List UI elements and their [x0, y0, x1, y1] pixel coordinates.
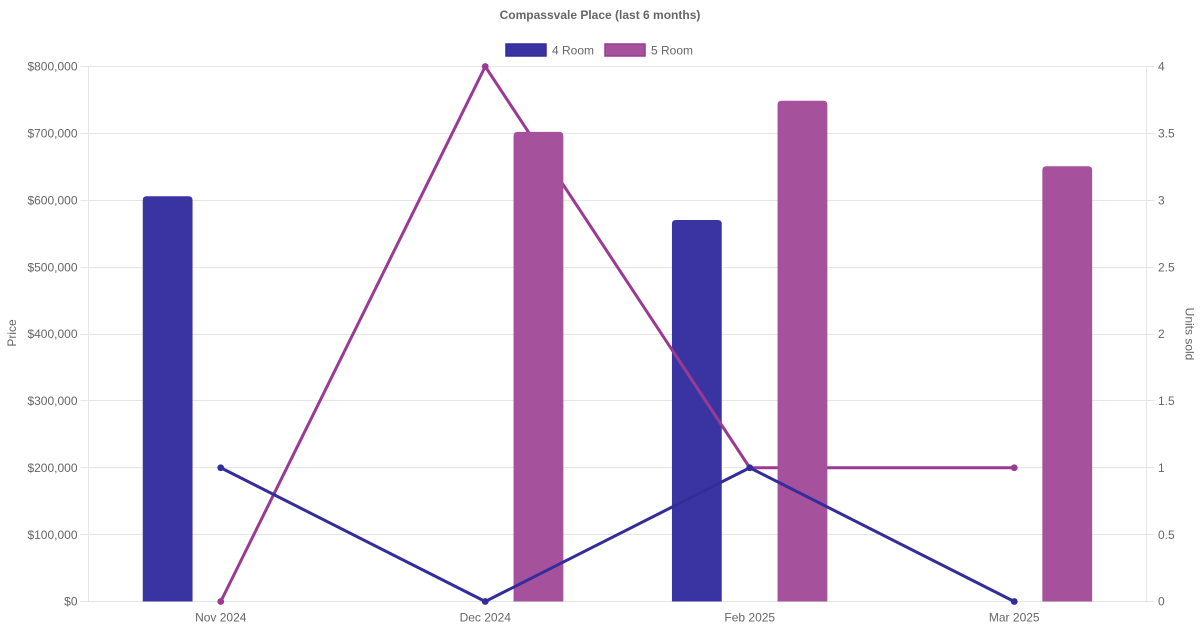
svg-text:Mar 2025: Mar 2025: [989, 611, 1040, 625]
svg-text:1: 1: [1158, 461, 1165, 475]
svg-text:$100,000: $100,000: [27, 528, 77, 542]
svg-text:Feb 2025: Feb 2025: [724, 611, 775, 625]
svg-text:Units sold: Units sold: [1183, 308, 1197, 361]
svg-text:4 Room: 4 Room: [552, 43, 594, 57]
svg-text:$400,000: $400,000: [27, 327, 77, 341]
svg-text:Nov 2024: Nov 2024: [195, 611, 247, 625]
svg-text:0.5: 0.5: [1158, 528, 1175, 542]
svg-text:$700,000: $700,000: [27, 127, 77, 141]
svg-text:0: 0: [1158, 595, 1165, 609]
svg-text:Compassvale Place (last 6 mont: Compassvale Place (last 6 months): [500, 8, 701, 22]
svg-text:$600,000: $600,000: [27, 193, 77, 207]
svg-text:$200,000: $200,000: [27, 461, 77, 475]
svg-text:5 Room: 5 Room: [651, 43, 693, 57]
svg-text:Price: Price: [5, 319, 19, 347]
svg-text:$500,000: $500,000: [27, 260, 77, 274]
svg-text:2.5: 2.5: [1158, 260, 1175, 274]
svg-text:$0: $0: [64, 595, 78, 609]
svg-text:2: 2: [1158, 327, 1165, 341]
svg-text:$800,000: $800,000: [27, 60, 77, 74]
svg-text:1.5: 1.5: [1158, 394, 1175, 408]
svg-text:4: 4: [1158, 60, 1165, 74]
svg-text:$300,000: $300,000: [27, 394, 77, 408]
svg-text:Dec 2024: Dec 2024: [460, 611, 512, 625]
svg-text:3.5: 3.5: [1158, 127, 1175, 141]
svg-text:3: 3: [1158, 193, 1165, 207]
